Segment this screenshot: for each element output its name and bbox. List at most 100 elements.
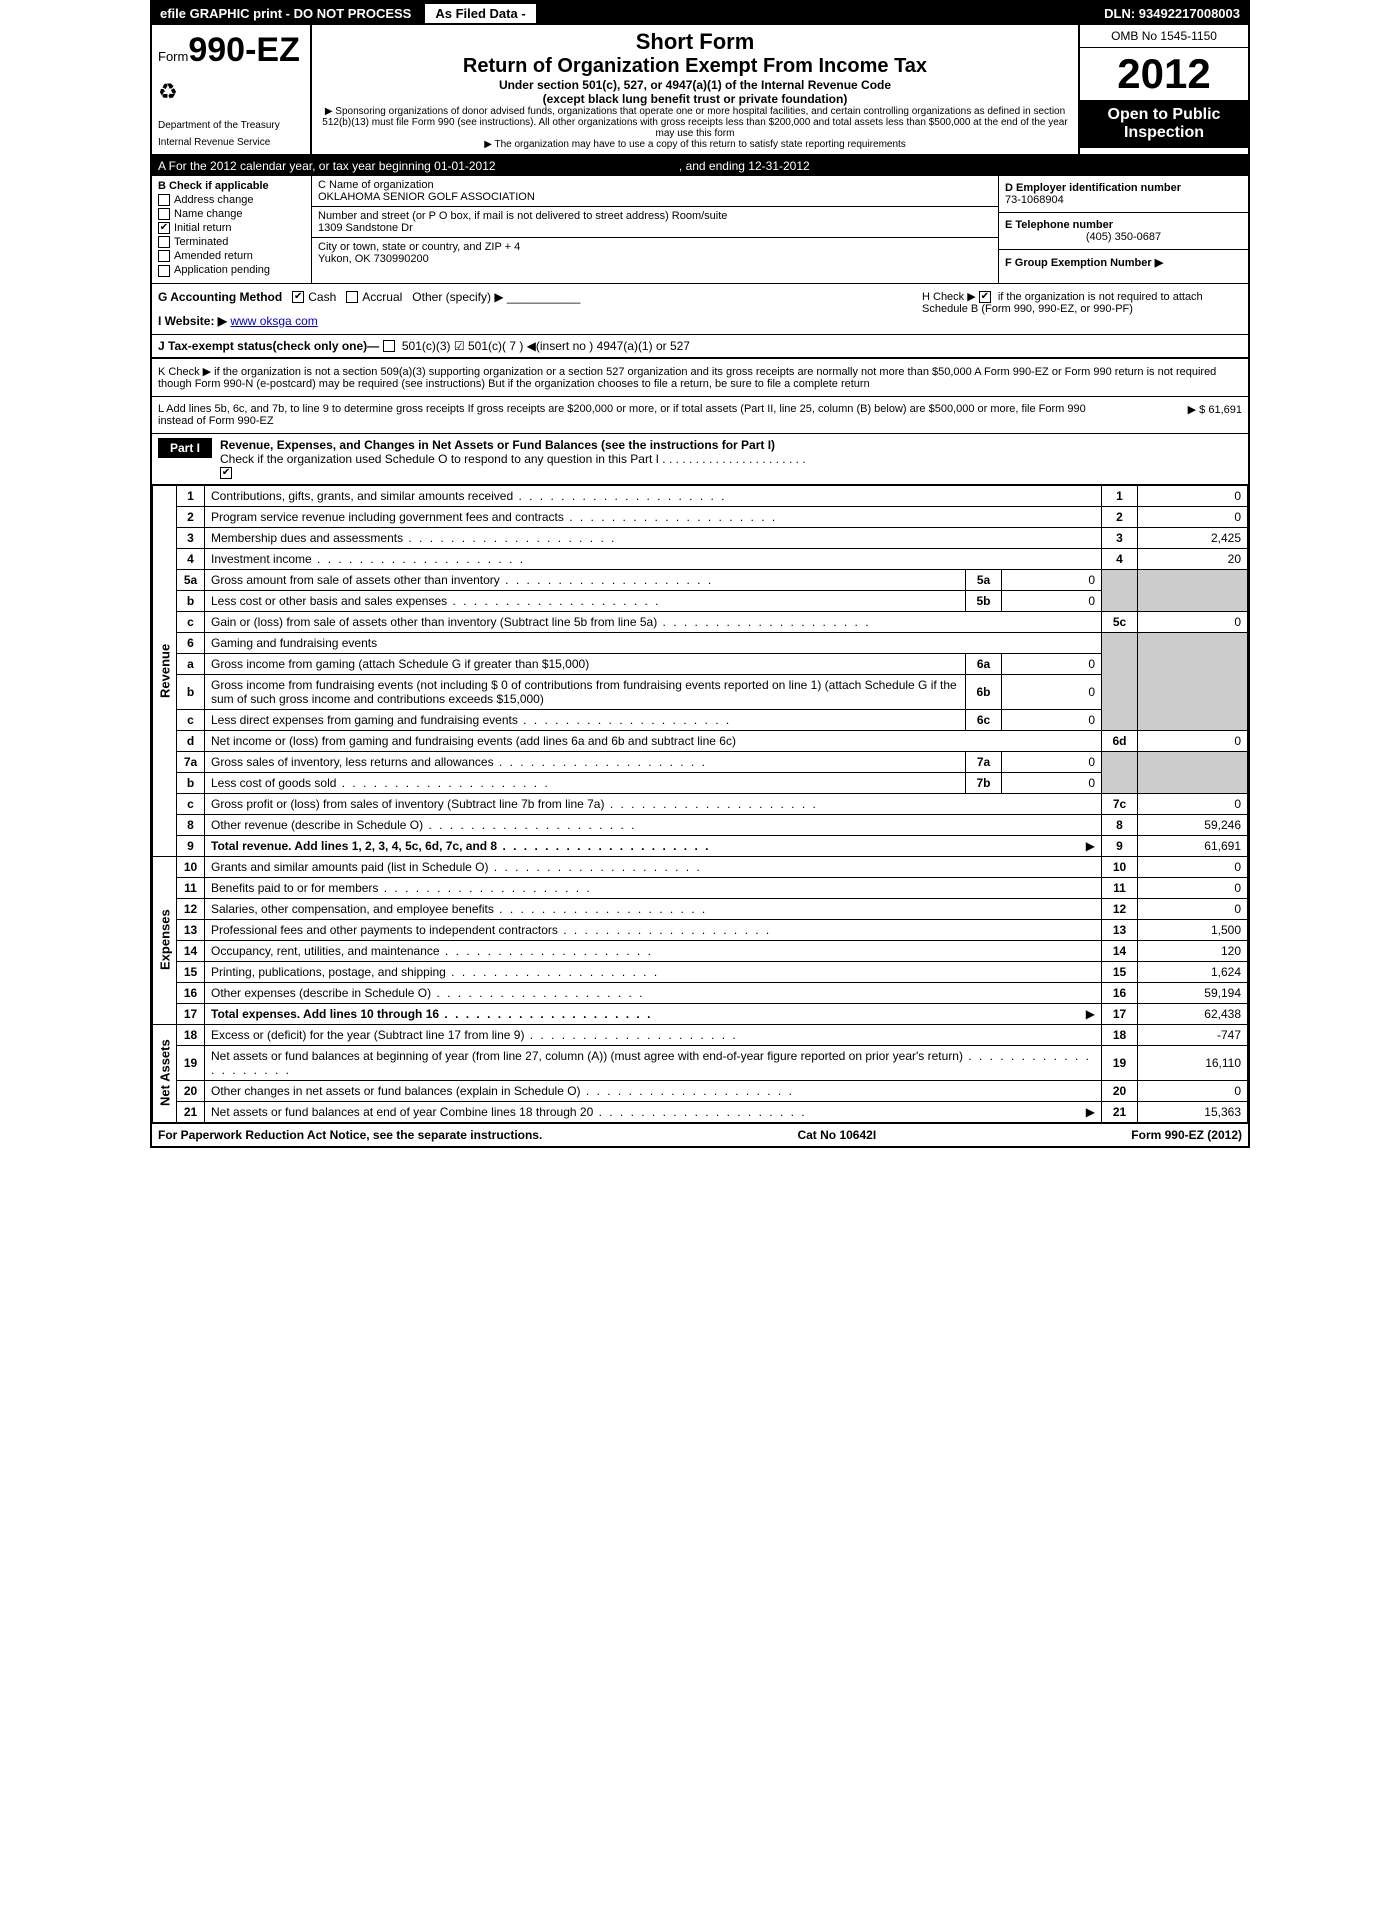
table-row: Expenses 10Grants and similar amounts pa… xyxy=(153,856,1248,877)
table-row: Net Assets 18Excess or (deficit) for the… xyxy=(153,1024,1248,1045)
form-num-bold: 990-EZ xyxy=(188,31,300,69)
section-b: B Check if applicable Address change Nam… xyxy=(152,176,312,283)
table-row: 4Investment income420 xyxy=(153,548,1248,569)
table-row: cGross profit or (loss) from sales of in… xyxy=(153,793,1248,814)
label-tax-exempt: J Tax-exempt status(check only one)— xyxy=(158,339,379,353)
table-row: 11Benefits paid to or for members110 xyxy=(153,877,1248,898)
section-c: C Name of organization OKLAHOMA SENIOR G… xyxy=(312,176,998,283)
table-row: 15Printing, publications, postage, and s… xyxy=(153,961,1248,982)
omb-number: OMB No 1545-1150 xyxy=(1080,25,1248,48)
label-org-name: C Name of organization xyxy=(318,179,992,191)
fine-print-1: ▶ Sponsoring organizations of donor advi… xyxy=(322,106,1068,139)
section-a-taxyear: A For the 2012 calendar year, or tax yea… xyxy=(152,156,1248,176)
lines-table: Revenue 1 Contributions, gifts, grants, … xyxy=(152,485,1248,1123)
topbar: efile GRAPHIC print - DO NOT PROCESS As … xyxy=(152,2,1248,25)
expenses-vlabel: Expenses xyxy=(153,856,177,1024)
cb-schedule-o[interactable]: ✔ xyxy=(220,467,232,479)
taxyear-end: , and ending 12-31-2012 xyxy=(679,159,810,173)
cb-terminated[interactable]: Terminated xyxy=(158,236,305,248)
section-b-cd: B Check if applicable Address change Nam… xyxy=(152,176,1248,284)
label-ein: D Employer identification number xyxy=(1005,182,1242,194)
table-row: bLess cost of goods sold7b0 xyxy=(153,772,1248,793)
taxyear-begin: A For the 2012 calendar year, or tax yea… xyxy=(158,159,496,173)
phone-value: (405) 350-0687 xyxy=(1005,231,1242,243)
open-public: Open to Public Inspection xyxy=(1080,100,1248,148)
section-h: H Check ▶ ✔ if the organization is not r… xyxy=(922,290,1242,328)
netassets-vlabel: Net Assets xyxy=(153,1024,177,1122)
cb-address-change[interactable]: Address change xyxy=(158,194,305,206)
cb-application-pending[interactable]: Application pending xyxy=(158,264,305,276)
table-row: bGross income from fundraising events (n… xyxy=(153,674,1248,709)
cb-cash[interactable]: ✔ xyxy=(292,291,304,303)
part-i-label: Part I xyxy=(158,438,212,458)
ein-value: 73-1068904 xyxy=(1005,194,1242,206)
label-address: Number and street (or P O box, if mail i… xyxy=(318,210,992,222)
label-phone: E Telephone number xyxy=(1005,219,1242,231)
accounting-other: Other (specify) ▶ xyxy=(412,290,503,304)
header-right: OMB No 1545-1150 2012 Open to Public Ins… xyxy=(1078,25,1248,154)
label-group-exemption: F Group Exemption Number xyxy=(1005,257,1152,269)
section-gh: G Accounting Method ✔Cash Accrual Other … xyxy=(152,284,1248,335)
cb-initial-return[interactable]: ✔Initial return xyxy=(158,222,305,234)
table-row: 7aGross sales of inventory, less returns… xyxy=(153,751,1248,772)
table-row: 8Other revenue (describe in Schedule O)8… xyxy=(153,814,1248,835)
cb-accrual[interactable] xyxy=(346,291,358,303)
title-return: Return of Organization Exempt From Incom… xyxy=(322,55,1068,78)
recycle-icon: ♻ xyxy=(158,79,304,105)
table-row: 5aGross amount from sale of assets other… xyxy=(153,569,1248,590)
arrow-icon: ▶ xyxy=(1155,257,1163,269)
l-text: L Add lines 5b, 6c, and 7b, to line 9 to… xyxy=(158,403,1122,427)
website-link[interactable]: www oksga com xyxy=(230,314,317,328)
title-shortform: Short Form xyxy=(322,29,1068,55)
table-row: aGross income from gaming (attach Schedu… xyxy=(153,653,1248,674)
cb-501c3[interactable] xyxy=(383,340,395,352)
table-row: cGain or (loss) from sale of assets othe… xyxy=(153,611,1248,632)
section-b-heading: B Check if applicable xyxy=(158,180,305,192)
dept-irs: Internal Revenue Service xyxy=(158,137,304,148)
table-row: 19Net assets or fund balances at beginni… xyxy=(153,1045,1248,1080)
cb-name-change[interactable]: Name change xyxy=(158,208,305,220)
footer-formref: Form 990-EZ (2012) xyxy=(1131,1128,1242,1142)
table-row: 2Program service revenue including gover… xyxy=(153,506,1248,527)
form-number: Form990-EZ xyxy=(158,31,304,70)
org-address: 1309 Sandstone Dr xyxy=(318,222,992,234)
label-city: City or town, state or country, and ZIP … xyxy=(318,241,992,253)
tax-status-opts: 501(c)(3) ☑ 501(c)( 7 ) ◀(insert no ) 49… xyxy=(402,339,690,353)
table-row: 14Occupancy, rent, utilities, and mainte… xyxy=(153,940,1248,961)
subtitle-except: (except black lung benefit trust or priv… xyxy=(322,92,1068,106)
dept-treasury: Department of the Treasury xyxy=(158,120,304,131)
label-website: I Website: ▶ xyxy=(158,314,227,328)
section-g: G Accounting Method ✔Cash Accrual Other … xyxy=(158,290,922,328)
form-prefix: Form xyxy=(158,49,188,64)
section-j: J Tax-exempt status(check only one)— 501… xyxy=(152,335,1248,359)
table-row: bLess cost or other basis and sales expe… xyxy=(153,590,1248,611)
footer-catno: Cat No 10642I xyxy=(542,1128,1131,1142)
h-text1: H Check ▶ xyxy=(922,291,976,303)
header-left: Form990-EZ ♻ Department of the Treasury … xyxy=(152,25,312,154)
table-row: 12Salaries, other compensation, and empl… xyxy=(153,898,1248,919)
l-amount: ▶ $ 61,691 xyxy=(1122,403,1242,427)
header-mid: Short Form Return of Organization Exempt… xyxy=(312,25,1078,154)
k-text: K Check ▶ if the organization is not a s… xyxy=(158,366,1216,390)
fine-print-2: ▶ The organization may have to use a cop… xyxy=(322,139,1068,150)
part-i-check-text: Check if the organization used Schedule … xyxy=(220,452,806,466)
table-row: 6Gaming and fundraising events xyxy=(153,632,1248,653)
page-footer: For Paperwork Reduction Act Notice, see … xyxy=(152,1123,1248,1146)
cb-h[interactable]: ✔ xyxy=(979,291,991,303)
table-row: dNet income or (loss) from gaming and fu… xyxy=(153,730,1248,751)
table-row: Revenue 1 Contributions, gifts, grants, … xyxy=(153,485,1248,506)
table-row: cLess direct expenses from gaming and fu… xyxy=(153,709,1248,730)
cb-amended[interactable]: Amended return xyxy=(158,250,305,262)
org-name: OKLAHOMA SENIOR GOLF ASSOCIATION xyxy=(318,191,992,203)
revenue-vlabel: Revenue xyxy=(153,485,177,856)
table-row: 13Professional fees and other payments t… xyxy=(153,919,1248,940)
tax-year: 2012 xyxy=(1080,48,1248,100)
part-i-header: Part I Revenue, Expenses, and Changes in… xyxy=(152,434,1248,485)
form-page: efile GRAPHIC print - DO NOT PROCESS As … xyxy=(150,0,1250,1148)
section-k: K Check ▶ if the organization is not a s… xyxy=(152,359,1248,397)
part-i-title: Revenue, Expenses, and Changes in Net As… xyxy=(220,438,775,452)
section-def: D Employer identification number 73-1068… xyxy=(998,176,1248,283)
subtitle-code: Under section 501(c), 527, or 4947(a)(1)… xyxy=(322,78,1068,92)
section-l: L Add lines 5b, 6c, and 7b, to line 9 to… xyxy=(152,397,1248,434)
footer-paperwork: For Paperwork Reduction Act Notice, see … xyxy=(158,1128,542,1142)
